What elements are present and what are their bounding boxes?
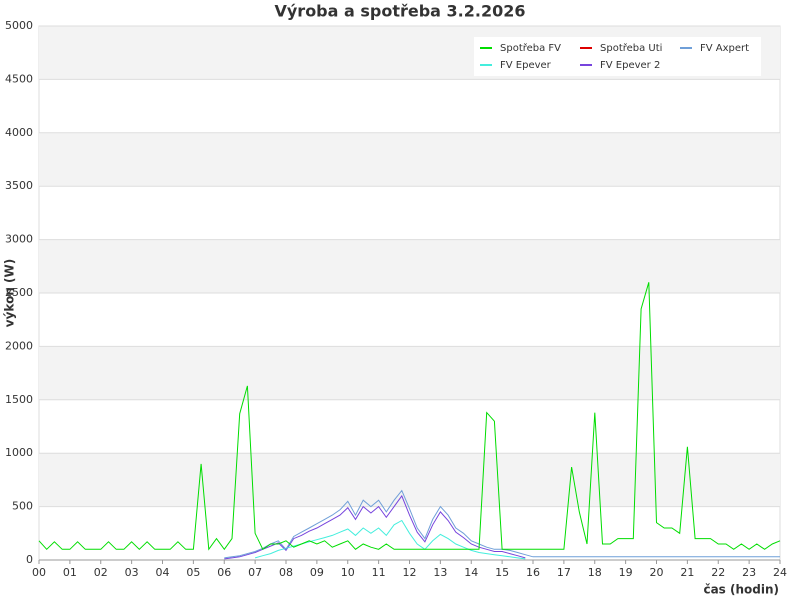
x-tick-label: 07 bbox=[248, 566, 262, 579]
x-tick-label: 10 bbox=[341, 566, 355, 579]
x-tick-label: 24 bbox=[773, 566, 787, 579]
y-tick-label: 4000 bbox=[5, 126, 33, 139]
x-tick-label: 04 bbox=[156, 566, 170, 579]
x-tick-label: 02 bbox=[94, 566, 108, 579]
legend-label: FV Epever bbox=[500, 60, 552, 71]
grid-band bbox=[39, 453, 780, 507]
y-tick-label: 3000 bbox=[5, 233, 33, 246]
legend-label: FV Epever 2 bbox=[600, 60, 660, 71]
x-tick-label: 03 bbox=[125, 566, 139, 579]
y-tick-label: 500 bbox=[12, 500, 33, 513]
x-tick-label: 06 bbox=[217, 566, 231, 579]
x-tick-label: 11 bbox=[372, 566, 386, 579]
legend: Spotřeba FV Spotřeba Uti FV Axpert FV Epeve… bbox=[474, 37, 761, 76]
x-tick-label: 05 bbox=[186, 566, 200, 579]
grid-band bbox=[39, 239, 780, 293]
grid-band bbox=[39, 132, 780, 187]
x-tick-label: 23 bbox=[742, 566, 756, 579]
legend-label: Spotřeba FV bbox=[500, 42, 561, 54]
x-tick-label: 20 bbox=[650, 566, 664, 579]
x-tick-label: 22 bbox=[711, 566, 725, 579]
x-tick-label: 09 bbox=[310, 566, 324, 579]
y-tick-label: 1500 bbox=[5, 393, 33, 406]
y-tick-label: 1000 bbox=[5, 446, 33, 459]
legend-label: Spotřeba Uti bbox=[600, 42, 662, 54]
x-tick-label: 00 bbox=[32, 566, 46, 579]
series-line bbox=[38, 282, 781, 551]
x-tick-label: 12 bbox=[403, 566, 417, 579]
grid-band bbox=[39, 346, 780, 400]
x-tick-label: 13 bbox=[433, 566, 447, 579]
y-tick-label: 0 bbox=[26, 553, 33, 566]
chart-title: Výroba a spotřeba 3.2.2026 bbox=[274, 2, 525, 21]
x-tick-label: 18 bbox=[588, 566, 602, 579]
x-tick-label: 01 bbox=[63, 566, 77, 579]
y-tick-label: 5000 bbox=[5, 19, 33, 32]
y-axis-label: výkon (W) bbox=[3, 259, 17, 327]
legend-label: FV Axpert bbox=[700, 43, 749, 54]
x-axis-label: čas (hodin) bbox=[703, 583, 779, 597]
x-tick-label: 19 bbox=[619, 566, 633, 579]
y-tick-label: 2500 bbox=[5, 286, 33, 299]
x-tick-label: 16 bbox=[526, 566, 540, 579]
y-tick-label: 2000 bbox=[5, 339, 33, 352]
x-tick-label: 17 bbox=[557, 566, 571, 579]
x-tick-label: 15 bbox=[495, 566, 509, 579]
x-tick-label: 14 bbox=[464, 566, 478, 579]
x-tick-label: 08 bbox=[279, 566, 293, 579]
x-tick-label: 21 bbox=[680, 566, 694, 579]
y-tick-label: 4500 bbox=[5, 72, 33, 85]
y-tick-label: 3500 bbox=[5, 179, 33, 192]
legend-box bbox=[474, 37, 761, 76]
